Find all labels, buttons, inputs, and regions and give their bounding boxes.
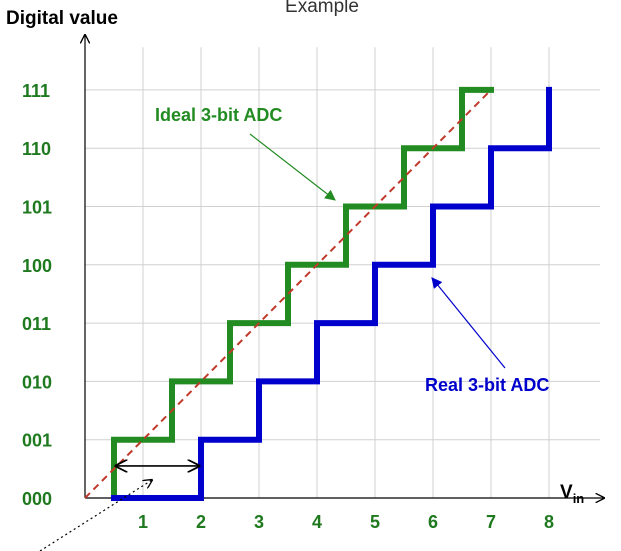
annotations: Ideal 3-bit ADC Real 3-bit ADC	[39, 105, 549, 551]
x-tick-label: 6	[428, 512, 438, 532]
ideal-adc-pointer	[249, 133, 336, 201]
real-adc-steps	[111, 86, 552, 501]
y-tick-label: 001	[22, 431, 52, 451]
x-axis-label-main: V	[560, 482, 573, 503]
x-tick-label: 7	[486, 512, 496, 532]
x-axis-label: Vin	[560, 482, 584, 506]
y-tick-label: 100	[22, 256, 52, 276]
ideal-adc-label: Ideal 3-bit ADC	[155, 105, 282, 125]
y-tick-label: 011	[22, 314, 51, 334]
series-lines	[84, 86, 552, 501]
real-adc-label: Real 3-bit ADC	[425, 375, 549, 395]
y-tick-label: 110	[22, 139, 51, 159]
y-axis-label: Digital value	[6, 8, 118, 29]
x-tick-label: 8	[544, 512, 554, 532]
x-tick-label: 5	[370, 512, 380, 532]
x-tick-label: 4	[312, 512, 322, 532]
y-tick-label: 000	[22, 489, 52, 509]
ideal-adc-steps	[111, 86, 494, 501]
y-tick-label: 111	[22, 81, 50, 101]
y-tick-label: 010	[22, 372, 52, 392]
chart-title: Example	[285, 0, 359, 17]
x-tick-label: 3	[254, 512, 264, 532]
x-tick-label: 1	[138, 512, 148, 532]
x-axis-label-sub: in	[573, 491, 585, 506]
real-adc-pointer	[431, 277, 506, 369]
y-tick-label: 101	[22, 198, 52, 218]
offset-pointer	[39, 480, 152, 551]
x-tick-label: 2	[196, 512, 206, 532]
